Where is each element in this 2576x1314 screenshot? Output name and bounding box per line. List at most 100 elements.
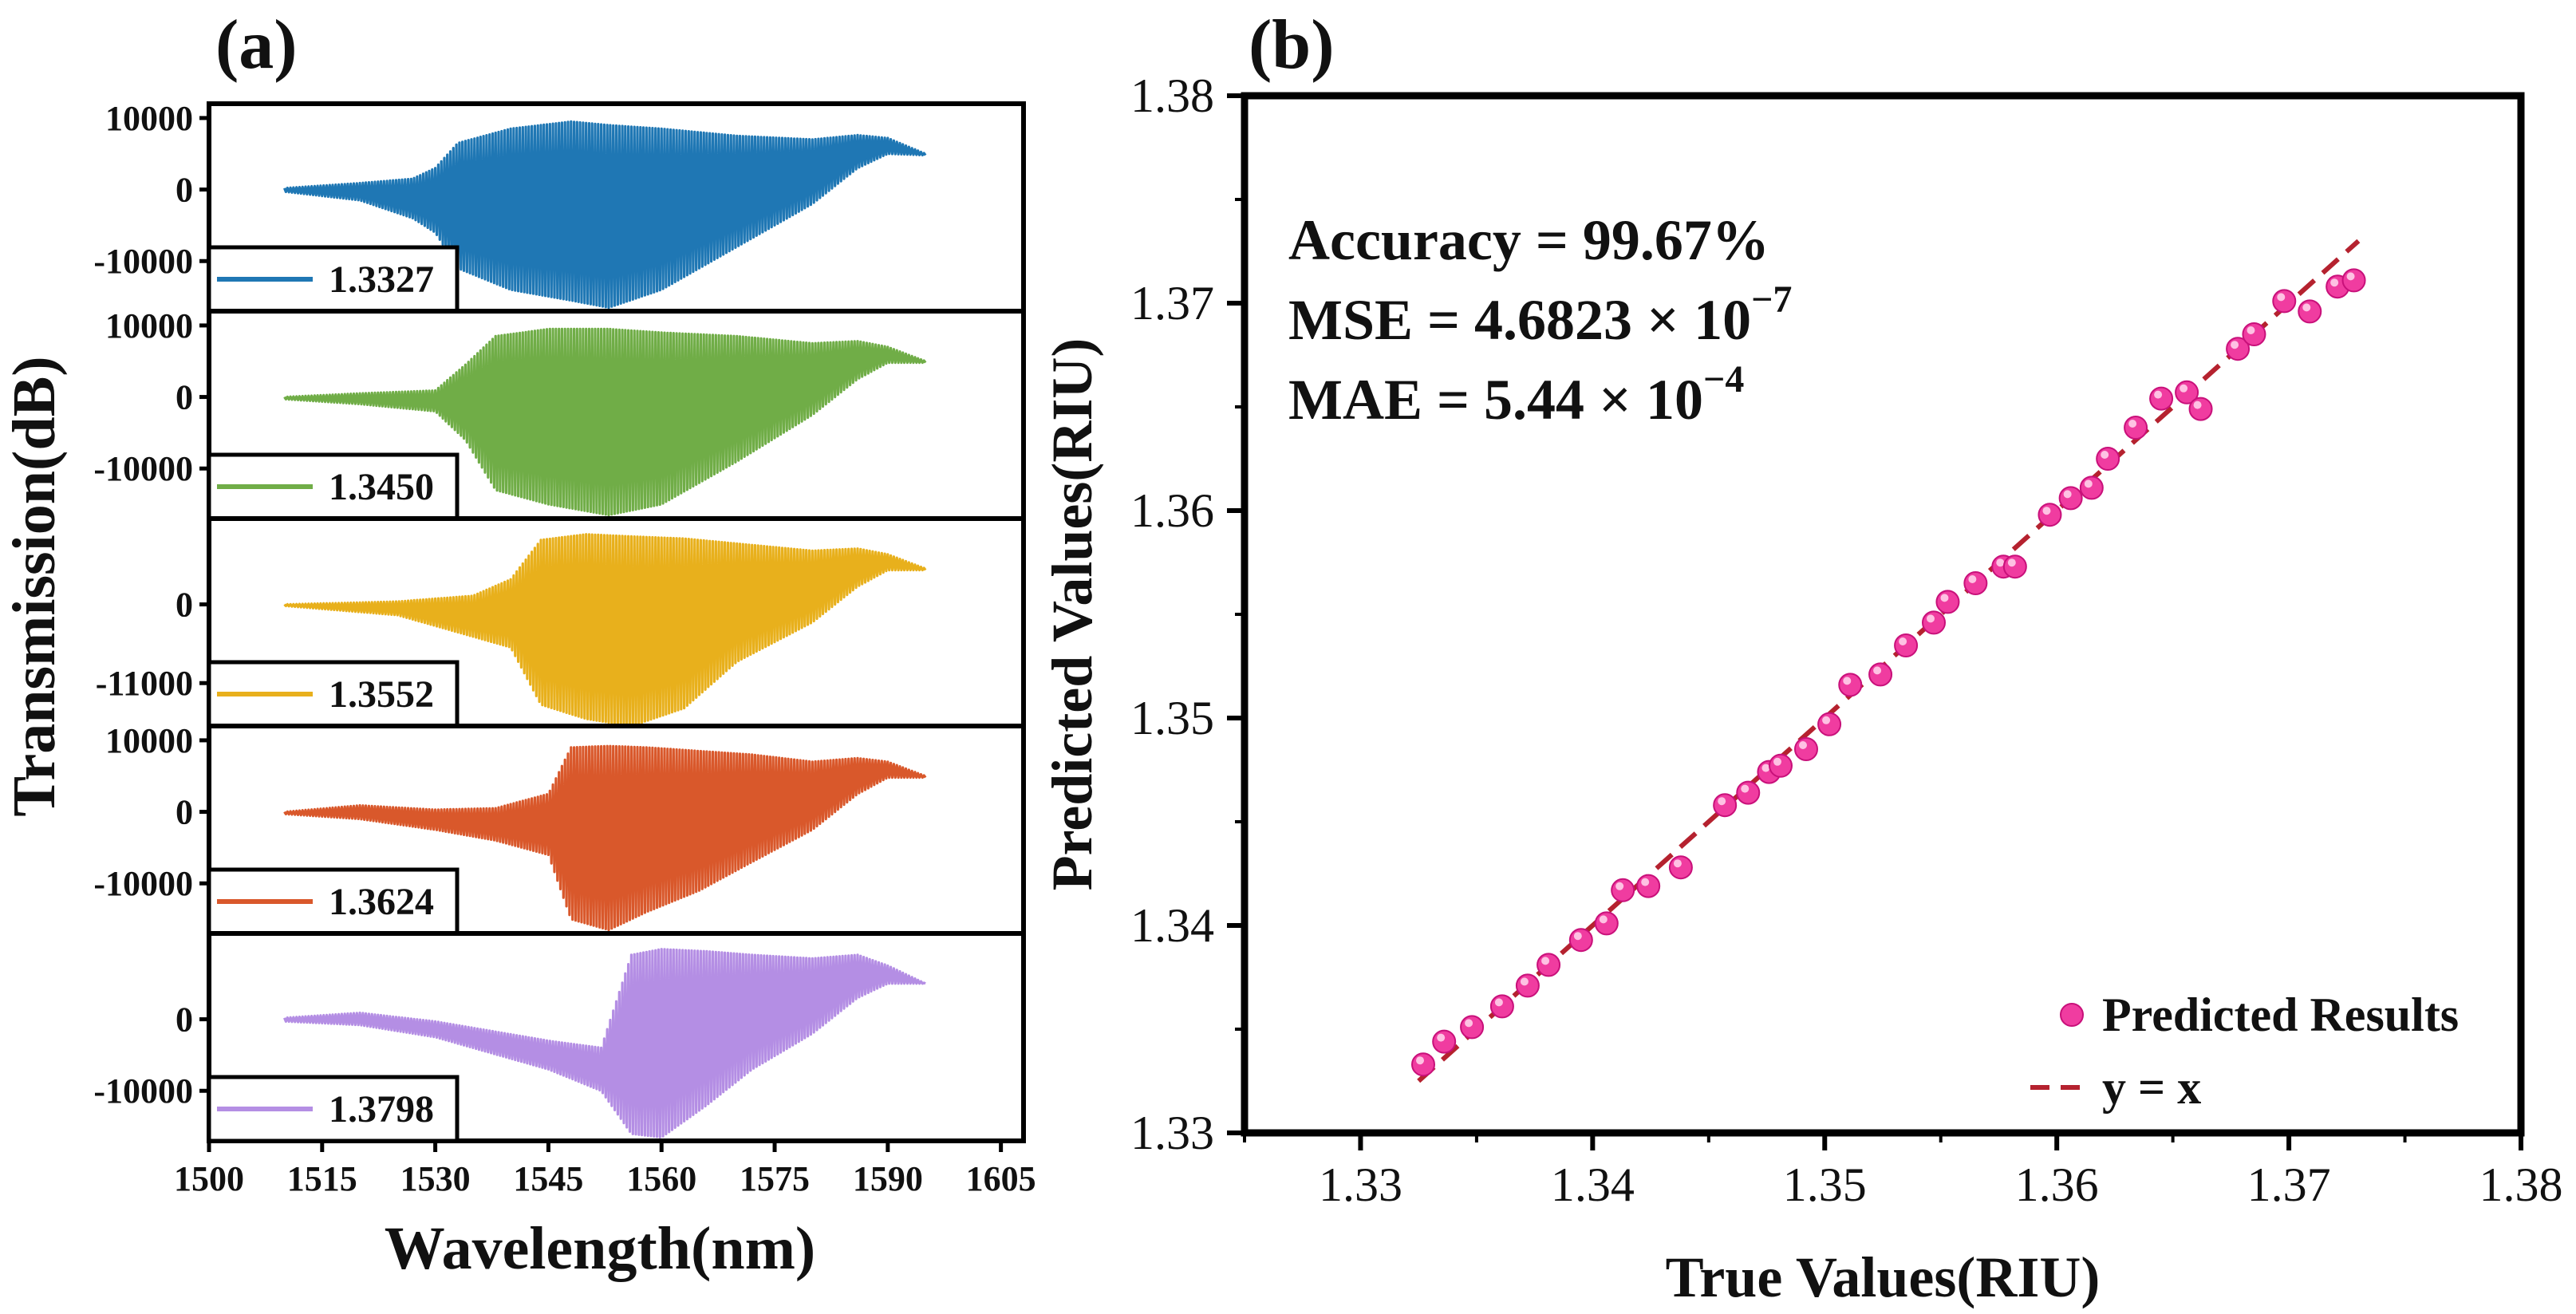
scatter-point-highlight (2042, 507, 2051, 515)
legend-1.3552: 1.3552 (207, 660, 460, 728)
y-tick-label-1.3798-0: 0 (176, 1000, 193, 1040)
x-tick-label-1.34: 1.34 (1551, 1158, 1635, 1211)
y-tick-label-1.38: 1.38 (1130, 69, 1214, 122)
x-tick-label-1515: 1515 (287, 1159, 357, 1198)
scatter-point-body (1963, 571, 1988, 595)
scatter-point (1411, 1052, 1435, 1077)
scatter-point (1432, 1029, 1457, 1054)
scatter-point (1817, 712, 1842, 736)
scatter-point-highlight (2101, 451, 2109, 459)
panel-a-x-axis: 1500 1515 1530 1545 1560 1575 1590 1605 (174, 1141, 1036, 1198)
panel-b: (b) 1.33 1.34 1.35 1.36 1.37 1.38 1.33 1.34 1.35… (1040, 6, 2563, 1309)
panel-a-label: (a) (215, 6, 298, 84)
y-tick-label-1.3552-0: 0 (176, 586, 193, 625)
scatter-point (2341, 268, 2366, 293)
x-tick-label-1.38: 1.38 (2479, 1158, 2563, 1211)
scatter-point-body (1922, 610, 1946, 635)
scatter-point-highlight (1520, 977, 1529, 986)
legend: Predicted Results y = x (2030, 988, 2459, 1114)
scatter-point-highlight (2154, 390, 2163, 399)
y-tick-label-1.3450-2: -10000 (93, 449, 193, 488)
scatter-point (1668, 855, 1693, 880)
y-tick-label-1.3327-1: 0 (176, 171, 193, 210)
scatter-point-highlight (1718, 797, 1726, 806)
scatter-point (2188, 397, 2213, 421)
scatter-point (1489, 994, 1514, 1019)
scatter-point-highlight (1494, 998, 1503, 1007)
panel-b-plot-frame (1241, 92, 2525, 1137)
scatter-point (1838, 673, 1863, 697)
legend-1.3798: 1.3798 (207, 1075, 460, 1143)
scatter-point-body (1838, 673, 1863, 697)
x-tick-label-1575: 1575 (740, 1159, 810, 1198)
legend-marker-predicted (2060, 1003, 2084, 1027)
scatter-point-highlight (1968, 575, 1977, 583)
panel-a-subplots: 10000 0 -10000 1.3327 10000 0 -10000 1.3450 0 -11… (93, 99, 1026, 1143)
scatter-point-body (2272, 289, 2297, 314)
scatter-point-highlight (2063, 490, 2072, 499)
x-tick-label-1590: 1590 (853, 1159, 923, 1198)
scatter-point-highlight (1773, 757, 1781, 766)
scatter-point-body (2002, 554, 2027, 579)
scatter-point-highlight (2193, 401, 2202, 409)
y-tick-label-1.3450-1: 0 (176, 378, 193, 417)
scatter-point-body (2124, 416, 2148, 440)
scatter-point-highlight (1573, 932, 1582, 941)
scatter-point-body (1489, 994, 1514, 1019)
y-equals-x-line (1417, 239, 2361, 1083)
scatter-point (2175, 380, 2199, 404)
scatter-point-highlight (1673, 859, 1682, 868)
scatter-point-body (1515, 973, 1540, 998)
subplot-1.3450: 10000 0 -10000 1.3450 (93, 306, 1026, 521)
signal-line-1.3552 (283, 533, 927, 728)
scatter-point (1935, 590, 1960, 614)
legend-1.3327: 1.3327 (207, 245, 460, 314)
scatter-point (1894, 633, 1919, 657)
legend-label-1.3327: 1.3327 (329, 258, 434, 301)
scatter-point-highlight (1416, 1056, 1424, 1065)
scatter-point-highlight (1465, 1019, 1473, 1028)
scatter-point-body (1568, 928, 1593, 953)
y-tick-label-1.3552-1: -11000 (96, 664, 193, 703)
scatter-point (1922, 610, 1946, 635)
y-tick-label-1.3450-0: 10000 (105, 306, 193, 345)
subplot-1.3798: 0 -10000 1.3798 (93, 931, 1026, 1143)
legend-label-yx: y = x (2102, 1061, 2201, 1114)
scatter-point (2079, 475, 2104, 500)
scatter-point (1537, 953, 1561, 977)
scatter-point-body (2149, 386, 2174, 411)
scatter-point-highlight (1996, 558, 2005, 567)
x-tick-label-1545: 1545 (513, 1159, 583, 1198)
scatter-point (2096, 447, 2120, 471)
scatter-point-body (2298, 299, 2322, 324)
scatter-point-body (2038, 503, 2062, 527)
scatter-point (2242, 322, 2266, 346)
scatter-point (1769, 753, 1793, 778)
y-tick-label-1.3327-0: 10000 (105, 99, 193, 138)
scatter-point-highlight (2346, 272, 2355, 281)
scatter-point-body (2188, 397, 2213, 421)
y-tick-label-1.33: 1.33 (1130, 1107, 1214, 1159)
legend-label-1.3624: 1.3624 (329, 881, 434, 923)
mae-text: MAE = 5.44 × 10−4 (1288, 358, 1744, 432)
scatter-point-body (1537, 953, 1561, 977)
scatter-point (1460, 1015, 1485, 1040)
legend-label-1.3552: 1.3552 (329, 673, 434, 716)
panel-b-label: (b) (1249, 6, 1335, 84)
scatter-point-highlight (1741, 784, 1750, 793)
scatter-point-body (1460, 1015, 1485, 1040)
scatter-point-highlight (1873, 666, 1882, 675)
subplot-1.3552: 0 -11000 1.3552 (96, 516, 1026, 728)
scatter-point-highlight (1761, 764, 1770, 772)
scatter-point-highlight (1641, 878, 1650, 886)
signal-line-1.3327 (283, 120, 927, 310)
scatter-point (1794, 737, 1818, 761)
scatter-point (2149, 386, 2174, 411)
metrics-annotation: Accuracy = 99.67% MSE = 4.6823 × 10−7 MA… (1288, 208, 1792, 432)
scatter-point (1736, 780, 1761, 805)
scatter-point-highlight (2007, 558, 2016, 567)
scatter-point (2002, 554, 2027, 579)
scatter-point-body (2058, 486, 2083, 511)
legend-1.3624: 1.3624 (207, 867, 460, 936)
y-tick-label-1.37: 1.37 (1130, 277, 1214, 329)
